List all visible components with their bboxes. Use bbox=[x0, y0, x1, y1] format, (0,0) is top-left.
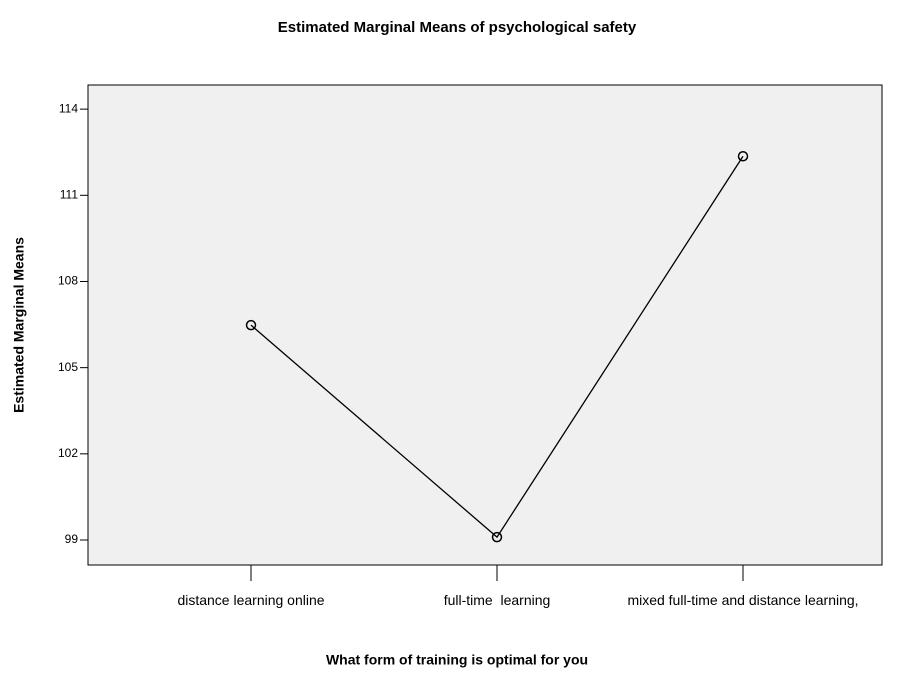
chart-title: Estimated Marginal Means of psychologica… bbox=[278, 19, 637, 36]
y-tick-label: 108 bbox=[58, 274, 78, 288]
line bbox=[250, 155, 744, 539]
y-tick-label: 102 bbox=[58, 446, 78, 460]
y-tick-label: 111 bbox=[60, 187, 79, 201]
x-tick-label: mixed full-time and distance learning, bbox=[627, 592, 859, 608]
point bbox=[245, 319, 257, 331]
point bbox=[737, 150, 749, 162]
y-tick-label: 105 bbox=[58, 360, 78, 374]
x-tick-label: distance learning online bbox=[177, 592, 325, 608]
y-tick-label: 114 bbox=[59, 101, 78, 115]
y-tick-label: 99 bbox=[65, 532, 79, 546]
x-axis-title: What form of training is optimal for you bbox=[326, 652, 588, 668]
x-tick-label: full-time learning bbox=[443, 592, 551, 608]
plot-area bbox=[87, 84, 883, 566]
point bbox=[491, 531, 503, 543]
y-axis-title: Estimated Marginal Means bbox=[11, 237, 27, 413]
